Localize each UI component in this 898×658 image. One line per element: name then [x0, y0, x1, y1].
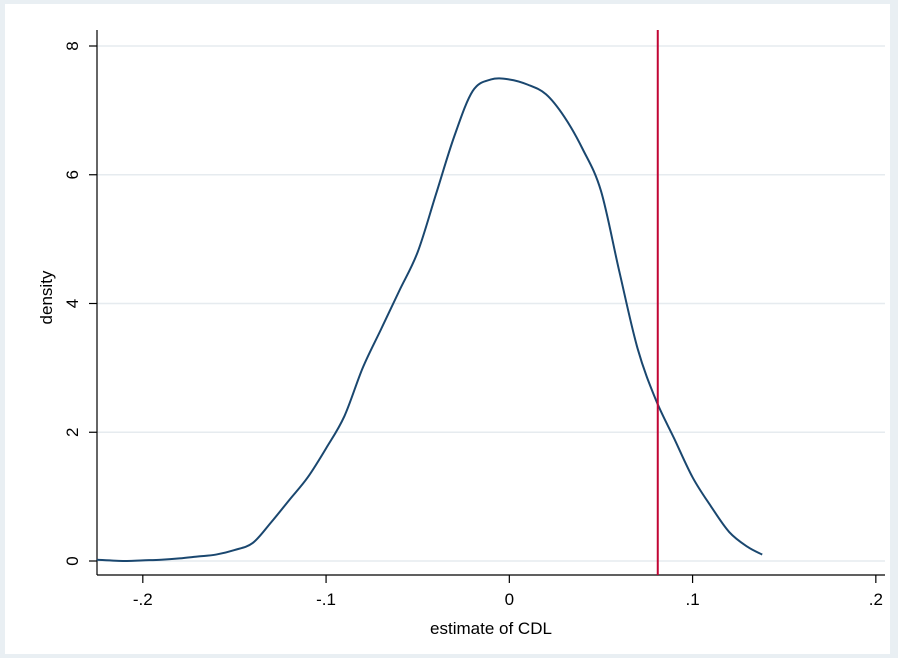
x-tick-label-4: .2 [869, 590, 883, 609]
graph-region [5, 4, 890, 654]
x-axis-label: estimate of CDL [430, 619, 552, 638]
x-tick-label-0: -.2 [133, 590, 153, 609]
x-tick-label-1: -.1 [316, 590, 336, 609]
gridlines [97, 45, 885, 562]
axes: 0 2 4 6 8 -.2 -.1 0 .1 .2 [63, 30, 885, 609]
plot-data [96, 30, 763, 575]
x-tick-label-3: .1 [685, 590, 699, 609]
y-tick-label-4: 8 [63, 41, 82, 50]
y-tick-label-3: 6 [63, 170, 82, 179]
y-tick-label-0: 0 [63, 556, 82, 565]
x-tick-label-2: 0 [505, 590, 514, 609]
y-tick-label-1: 2 [63, 428, 82, 437]
y-tick-label-2: 4 [63, 299, 82, 308]
density-curve-0 [96, 77, 763, 563]
y-axis-label: density [37, 270, 56, 324]
